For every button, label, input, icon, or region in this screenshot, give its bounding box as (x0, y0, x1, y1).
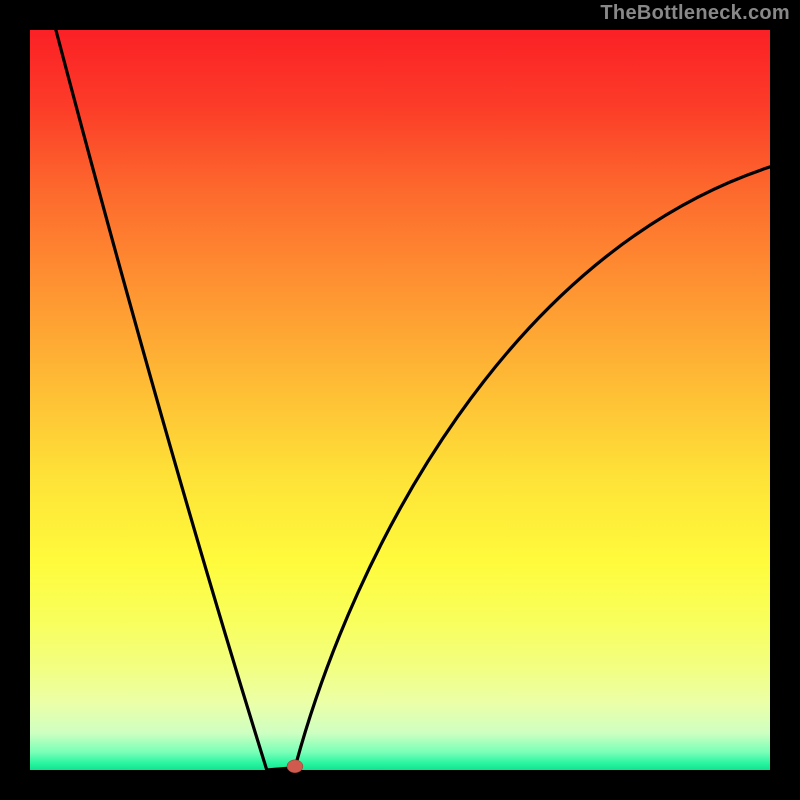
watermark-text: TheBottleneck.com (600, 2, 790, 25)
bottleneck-chart (0, 0, 800, 800)
plot-background (30, 30, 770, 770)
chart-stage: TheBottleneck.com (0, 0, 800, 800)
minimum-marker (287, 760, 303, 773)
